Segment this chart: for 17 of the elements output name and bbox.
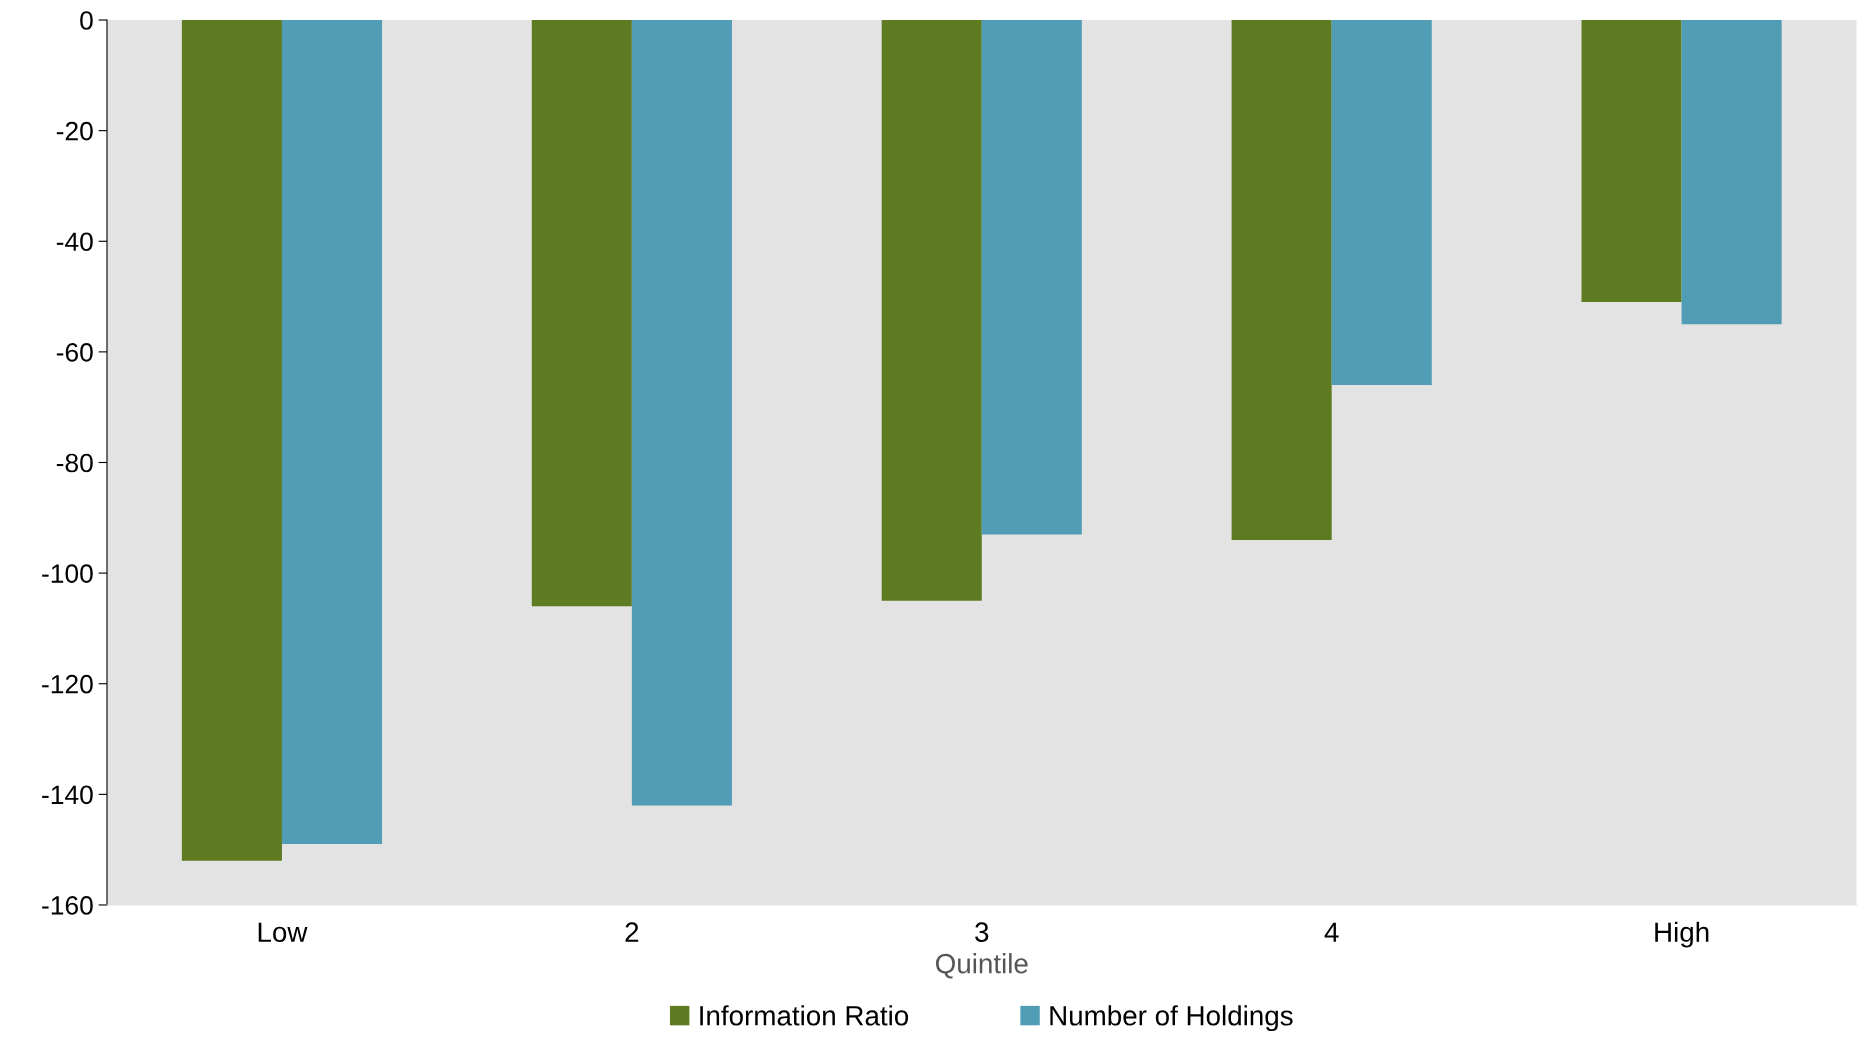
y-tick-label: -40 (56, 232, 93, 252)
y-tick-label: -80 (56, 453, 93, 473)
y-tick-label: -120 (42, 674, 93, 694)
legend-label: Information Ratio (700, 1005, 909, 1026)
x-tick-label: Low (258, 922, 308, 943)
y-tick-label: -100 (42, 564, 93, 583)
x-tick-label: 2 (625, 922, 639, 942)
x-axis-title: Quintile (935, 953, 1028, 979)
y-tick-label: -60 (56, 343, 93, 362)
x-tick-label: 4 (1324, 922, 1339, 942)
y-tick-label: -140 (42, 785, 93, 805)
y-tick-label: 0 (80, 11, 93, 30)
x-tick-label: High (1655, 921, 1709, 948)
x-tick-label: 3 (975, 922, 989, 943)
y-tick-label: -20 (56, 121, 93, 141)
y-tick-label: -160 (42, 896, 93, 915)
legend-label: Number of Holdings (1050, 1005, 1293, 1032)
